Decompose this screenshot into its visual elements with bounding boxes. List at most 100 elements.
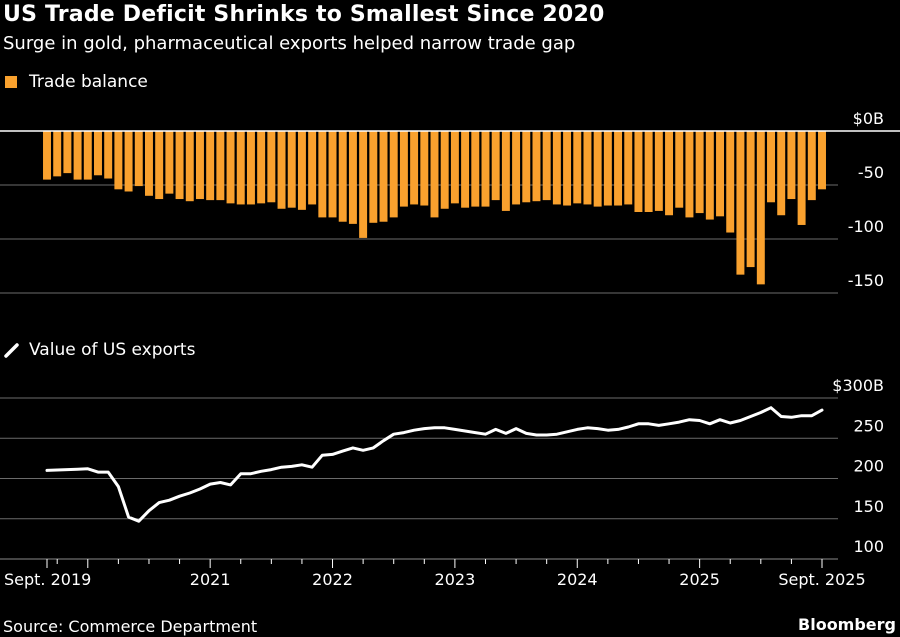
bar [53,131,62,177]
bar [440,131,449,209]
x-tick-label: 2023 [435,570,476,589]
bar [399,131,408,207]
x-tick-label: 2022 [312,570,353,589]
x-tick-label: 2024 [557,570,598,589]
bar-series [43,131,826,285]
legend-label: Trade balance [29,72,148,92]
legend-swatch-bar-icon [5,76,17,88]
bar [43,131,51,180]
bar [756,131,765,285]
bar [593,131,602,207]
bar [716,131,725,217]
bar [767,131,775,203]
bar [777,131,786,216]
bar [807,131,816,201]
bar [563,131,572,206]
bar [175,131,184,200]
bar [348,131,357,224]
bar [104,131,113,179]
bar [624,131,633,205]
bar [644,131,653,212]
line-gridlines [0,397,838,560]
bar [318,131,327,218]
bar [705,131,714,220]
bar [389,131,398,218]
bar [359,131,368,238]
bar [818,131,826,190]
bar [134,131,143,187]
bar [654,131,663,211]
bar [379,131,388,222]
bar [287,131,296,208]
bar [450,131,459,204]
bar [695,131,704,214]
bar [491,131,500,201]
bar [603,131,612,206]
x-axis: Sept. 2019 2021 2022 2023 2024 2025 Sept. 2025 [4,559,866,589]
bar [481,131,490,207]
bar [165,131,174,194]
bar [614,131,623,206]
bar [797,131,806,225]
x-tick-label: 2025 [679,570,720,589]
legend-trade-balance: Trade balance [3,72,148,92]
bar-y-tick-label: -50 [858,163,884,182]
bar [420,131,429,206]
legend-line-icon [4,343,19,358]
bar [675,131,684,208]
bar [267,131,276,203]
legend-exports: Value of US exports [3,340,195,360]
x-tick-label: 2021 [190,570,231,589]
bar [124,131,133,192]
bar [338,131,347,222]
exports-line [45,406,824,523]
bar-y-tick-label: $0B [853,109,884,128]
bar [583,131,592,205]
bar [63,131,72,174]
bar [634,131,643,212]
bar [73,131,82,180]
bar [195,131,204,200]
line-series [45,406,824,523]
bar [787,131,796,200]
bar [369,131,378,223]
brand-logo: Bloomberg [798,615,896,634]
bar [83,131,92,180]
bar [297,131,306,210]
bar [532,131,541,202]
bar [430,131,439,218]
bar [736,131,745,275]
line-y-tick-label: 250 [853,416,884,435]
bar [746,131,755,268]
bar [144,131,153,196]
bar [542,131,551,201]
bar [726,131,735,233]
bar-y-axis: $0B -50 -100 -150 [848,109,884,290]
bar [461,131,470,208]
bar-y-tick-label: -100 [848,217,884,236]
bar [328,131,337,218]
line-y-tick-label: 100 [853,537,884,556]
x-tick-label: Sept. 2019 [4,570,91,589]
line-y-axis: $300B 250 200 150 100 [832,376,884,556]
bar [246,131,255,205]
bar [94,131,102,176]
bar [277,131,286,209]
bar [308,131,317,205]
line-y-tick-label: 150 [853,497,884,516]
x-tick-label: Sept. 2025 [778,570,865,589]
chart-subtitle: Surge in gold, pharmaceutical exports he… [3,33,576,54]
source-note: Source: Commerce Department [3,617,258,636]
bar [512,131,521,205]
bar [665,131,674,216]
bar [216,131,225,201]
bar [155,131,164,200]
chart-title: US Trade Deficit Shrinks to Smallest Sin… [3,2,605,27]
bar [573,131,582,204]
line-y-tick-label: $300B [832,376,884,395]
bar [522,131,531,203]
line-y-tick-label: 200 [853,457,884,476]
bar [185,131,194,202]
bar-y-tick-label: -150 [848,271,884,290]
